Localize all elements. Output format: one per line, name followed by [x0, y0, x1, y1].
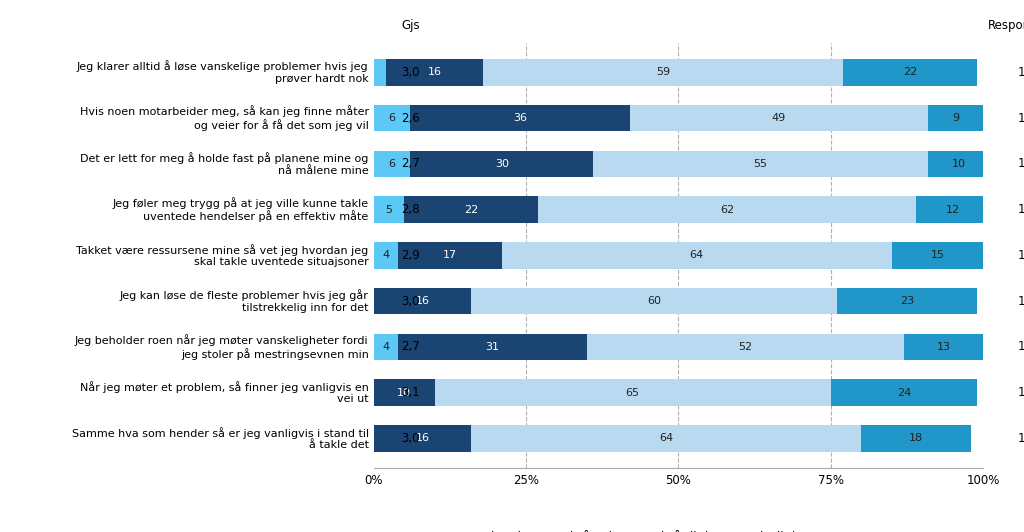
Text: 22: 22: [903, 68, 918, 77]
Text: 3,0: 3,0: [401, 432, 420, 445]
Bar: [411, 151, 593, 177]
Text: 4: 4: [382, 251, 389, 260]
Text: Hvis noen motarbeider meg, så kan jeg finne måter
og veier for å få det som jeg : Hvis noen motarbeider meg, så kan jeg fi…: [80, 105, 369, 131]
Text: 13: 13: [936, 342, 950, 352]
Text: 152: 152: [1018, 295, 1024, 307]
Text: 4: 4: [382, 342, 389, 352]
Bar: [374, 242, 398, 269]
Text: 17: 17: [442, 251, 457, 260]
Bar: [471, 288, 837, 314]
Bar: [928, 151, 989, 177]
Bar: [830, 379, 977, 406]
Text: 2,9: 2,9: [401, 249, 420, 262]
Text: 24: 24: [897, 388, 911, 397]
Text: 5: 5: [385, 205, 392, 214]
Text: Jeg føler meg trygg på at jeg ville kunne takle
uventede hendelser på en effekti: Jeg føler meg trygg på at jeg ville kunn…: [113, 197, 369, 222]
Bar: [593, 151, 928, 177]
Text: 36: 36: [513, 113, 527, 123]
Text: 10: 10: [397, 388, 412, 397]
Bar: [374, 151, 411, 177]
Bar: [483, 59, 843, 86]
Text: 18: 18: [909, 434, 923, 443]
Text: 65: 65: [626, 388, 640, 397]
Text: 2,6: 2,6: [401, 112, 420, 124]
Text: 12: 12: [945, 205, 959, 214]
Text: 10: 10: [951, 159, 966, 169]
Bar: [861, 425, 971, 452]
Text: 153: 153: [1018, 386, 1024, 399]
Bar: [386, 59, 483, 86]
Bar: [374, 105, 411, 131]
Text: 64: 64: [689, 251, 703, 260]
Text: Jeg kan løse de fleste problemer hvis jeg går
tilstrekkelig inn for det: Jeg kan løse de fleste problemer hvis je…: [120, 289, 369, 313]
Text: 64: 64: [659, 434, 673, 443]
Bar: [374, 59, 386, 86]
Bar: [928, 105, 983, 131]
Text: 60: 60: [647, 296, 662, 306]
Text: 16: 16: [416, 434, 429, 443]
Text: 2,7: 2,7: [401, 340, 420, 353]
Text: 52: 52: [738, 342, 753, 352]
Bar: [374, 425, 471, 452]
Bar: [374, 379, 434, 406]
Text: 152: 152: [1018, 66, 1024, 79]
Text: 49: 49: [772, 113, 786, 123]
Text: 149: 149: [1018, 112, 1024, 124]
Text: Takket være ressursene mine så vet jeg hvordan jeg
skal takle uventede situajson: Takket være ressursene mine så vet jeg h…: [77, 244, 369, 267]
Bar: [843, 59, 977, 86]
Bar: [471, 425, 861, 452]
Text: Det er lett for meg å holde fast på planene mine og
nå målene mine: Det er lett for meg å holde fast på plan…: [80, 152, 369, 176]
Text: 16: 16: [428, 68, 441, 77]
Bar: [404, 196, 539, 223]
Text: Gjs: Gjs: [401, 19, 420, 32]
Text: 3,1: 3,1: [401, 386, 420, 399]
Bar: [904, 334, 983, 360]
Text: 62: 62: [720, 205, 734, 214]
Bar: [411, 105, 630, 131]
Bar: [630, 105, 928, 131]
Text: 3,0: 3,0: [401, 295, 420, 307]
Text: 2,8: 2,8: [401, 203, 420, 216]
Text: 152: 152: [1018, 340, 1024, 353]
Bar: [398, 242, 502, 269]
Text: 16: 16: [416, 296, 429, 306]
Text: 3,0: 3,0: [401, 66, 420, 79]
Bar: [398, 334, 587, 360]
Text: 23: 23: [900, 296, 914, 306]
Text: Jeg klarer alltid å løse vanskelige problemer hvis jeg
prøver hardt nok: Jeg klarer alltid å løse vanskelige prob…: [77, 61, 369, 84]
Text: 6: 6: [388, 113, 395, 123]
Text: Når jeg møter et problem, så finner jeg vanligvis en
vei ut: Når jeg møter et problem, så finner jeg …: [80, 381, 369, 404]
Text: 9: 9: [952, 113, 959, 123]
Bar: [587, 334, 904, 360]
Bar: [374, 334, 398, 360]
Bar: [374, 288, 471, 314]
Bar: [892, 242, 983, 269]
Text: 152: 152: [1018, 432, 1024, 445]
Bar: [837, 288, 977, 314]
Bar: [502, 242, 892, 269]
Text: 152: 152: [1018, 157, 1024, 170]
Bar: [916, 196, 989, 223]
Text: Respondenter: Respondenter: [988, 19, 1024, 32]
Text: 152: 152: [1018, 203, 1024, 216]
Text: 2,7: 2,7: [401, 157, 420, 170]
Text: Samme hva som hender så er jeg vanligvis i stand til
å takle det: Samme hva som hender så er jeg vanligvis…: [72, 427, 369, 450]
Text: 22: 22: [464, 205, 478, 214]
Text: Jeg beholder roen når jeg møter vanskeligheter fordi
jeg stoler på mestringsevne: Jeg beholder roen når jeg møter vanskeli…: [75, 334, 369, 360]
Text: 55: 55: [754, 159, 768, 169]
Text: 6: 6: [388, 159, 395, 169]
Bar: [374, 196, 404, 223]
Legend: Helt galt, Nokså galt, Nokså riktig, Helt riktig: Helt galt, Nokså galt, Nokså riktig, Hel…: [452, 525, 808, 532]
Text: 15: 15: [931, 251, 944, 260]
Bar: [539, 196, 916, 223]
Text: 59: 59: [656, 68, 671, 77]
Text: 151: 151: [1018, 249, 1024, 262]
Text: 30: 30: [495, 159, 509, 169]
Text: 31: 31: [485, 342, 500, 352]
Bar: [434, 379, 830, 406]
